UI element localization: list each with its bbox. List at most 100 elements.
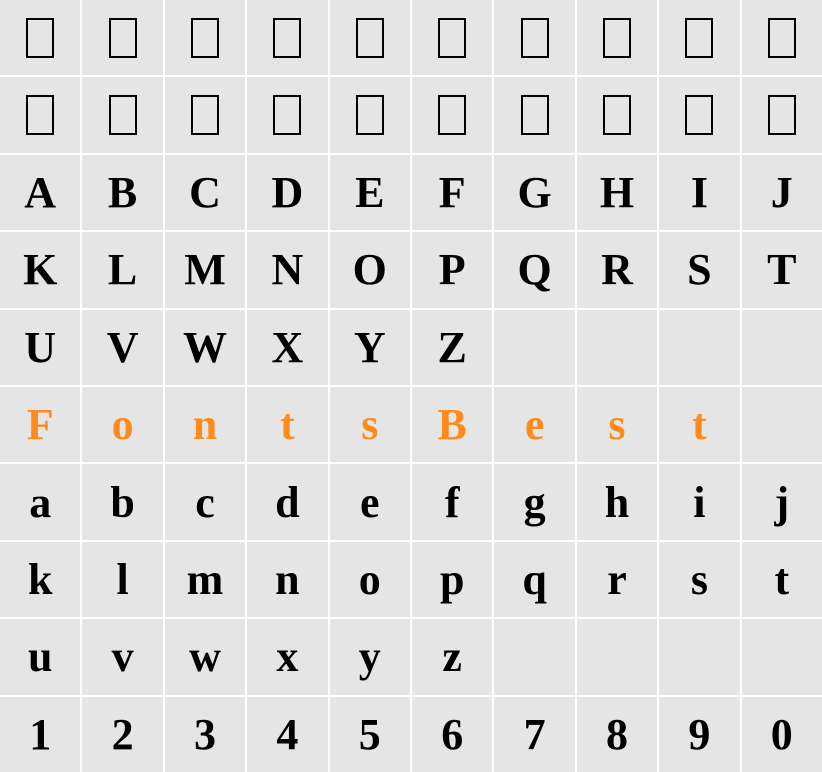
character-grid: ABCDEFGHIJKLMNOPQRSTUVWXYZFontsBestabcde… (0, 0, 822, 772)
missing-glyph-icon (356, 18, 384, 58)
grid-cell: e (330, 464, 410, 539)
grid-cell: 3 (165, 697, 245, 772)
grid-cell: z (412, 619, 492, 694)
grid-cell: O (330, 232, 410, 307)
grid-cell: W (165, 310, 245, 385)
missing-glyph-icon (603, 18, 631, 58)
grid-cell: m (165, 542, 245, 617)
grid-cell: p (412, 542, 492, 617)
grid-cell: D (247, 155, 327, 230)
grid-cell: C (165, 155, 245, 230)
grid-cell (247, 0, 327, 75)
grid-cell: o (330, 542, 410, 617)
missing-glyph-icon (109, 18, 137, 58)
missing-glyph-icon (685, 18, 713, 58)
grid-cell: H (577, 155, 657, 230)
grid-cell: L (82, 232, 162, 307)
grid-cell (659, 310, 739, 385)
grid-cell (742, 310, 822, 385)
missing-glyph-icon (109, 95, 137, 135)
grid-cell (659, 0, 739, 75)
grid-cell (247, 77, 327, 152)
grid-cell (165, 0, 245, 75)
grid-cell: i (659, 464, 739, 539)
grid-cell: G (494, 155, 574, 230)
missing-glyph-icon (26, 95, 54, 135)
grid-cell: K (0, 232, 80, 307)
grid-cell (494, 619, 574, 694)
grid-cell (742, 619, 822, 694)
grid-cell: l (82, 542, 162, 617)
grid-cell: A (0, 155, 80, 230)
missing-glyph-icon (438, 18, 466, 58)
missing-glyph-icon (768, 18, 796, 58)
grid-cell: v (82, 619, 162, 694)
grid-cell: f (412, 464, 492, 539)
grid-cell: e (494, 387, 574, 462)
grid-cell (494, 77, 574, 152)
grid-cell: a (0, 464, 80, 539)
missing-glyph-icon (191, 95, 219, 135)
grid-cell: P (412, 232, 492, 307)
grid-cell: F (0, 387, 80, 462)
grid-cell (412, 77, 492, 152)
grid-cell (577, 0, 657, 75)
grid-cell: M (165, 232, 245, 307)
grid-cell: u (0, 619, 80, 694)
grid-cell (412, 0, 492, 75)
missing-glyph-icon (438, 95, 466, 135)
grid-cell (577, 310, 657, 385)
grid-cell: J (742, 155, 822, 230)
grid-cell: y (330, 619, 410, 694)
grid-cell (577, 77, 657, 152)
grid-cell: R (577, 232, 657, 307)
grid-cell: w (165, 619, 245, 694)
grid-cell (0, 0, 80, 75)
missing-glyph-icon (603, 95, 631, 135)
grid-cell (659, 77, 739, 152)
grid-cell: q (494, 542, 574, 617)
grid-cell: Z (412, 310, 492, 385)
grid-cell (494, 310, 574, 385)
missing-glyph-icon (26, 18, 54, 58)
grid-cell: Y (330, 310, 410, 385)
grid-cell: s (659, 542, 739, 617)
grid-cell: F (412, 155, 492, 230)
grid-cell: 7 (494, 697, 574, 772)
grid-cell: V (82, 310, 162, 385)
missing-glyph-icon (356, 95, 384, 135)
missing-glyph-icon (768, 95, 796, 135)
grid-cell: t (247, 387, 327, 462)
grid-cell: N (247, 232, 327, 307)
missing-glyph-icon (273, 18, 301, 58)
grid-cell: B (82, 155, 162, 230)
grid-cell (330, 0, 410, 75)
grid-cell (577, 619, 657, 694)
missing-glyph-icon (273, 95, 301, 135)
missing-glyph-icon (191, 18, 219, 58)
grid-cell: 4 (247, 697, 327, 772)
grid-cell: j (742, 464, 822, 539)
grid-cell (0, 77, 80, 152)
grid-cell: n (247, 542, 327, 617)
grid-cell: 0 (742, 697, 822, 772)
grid-cell: b (82, 464, 162, 539)
grid-cell: t (659, 387, 739, 462)
grid-cell: s (577, 387, 657, 462)
grid-cell (742, 0, 822, 75)
missing-glyph-icon (685, 95, 713, 135)
grid-cell: h (577, 464, 657, 539)
grid-cell: U (0, 310, 80, 385)
grid-cell: 1 (0, 697, 80, 772)
grid-cell: n (165, 387, 245, 462)
grid-cell (659, 619, 739, 694)
grid-cell: Q (494, 232, 574, 307)
grid-cell: o (82, 387, 162, 462)
grid-cell: S (659, 232, 739, 307)
grid-cell: c (165, 464, 245, 539)
grid-cell: E (330, 155, 410, 230)
grid-cell: d (247, 464, 327, 539)
grid-cell: g (494, 464, 574, 539)
grid-cell: I (659, 155, 739, 230)
grid-cell: t (742, 542, 822, 617)
